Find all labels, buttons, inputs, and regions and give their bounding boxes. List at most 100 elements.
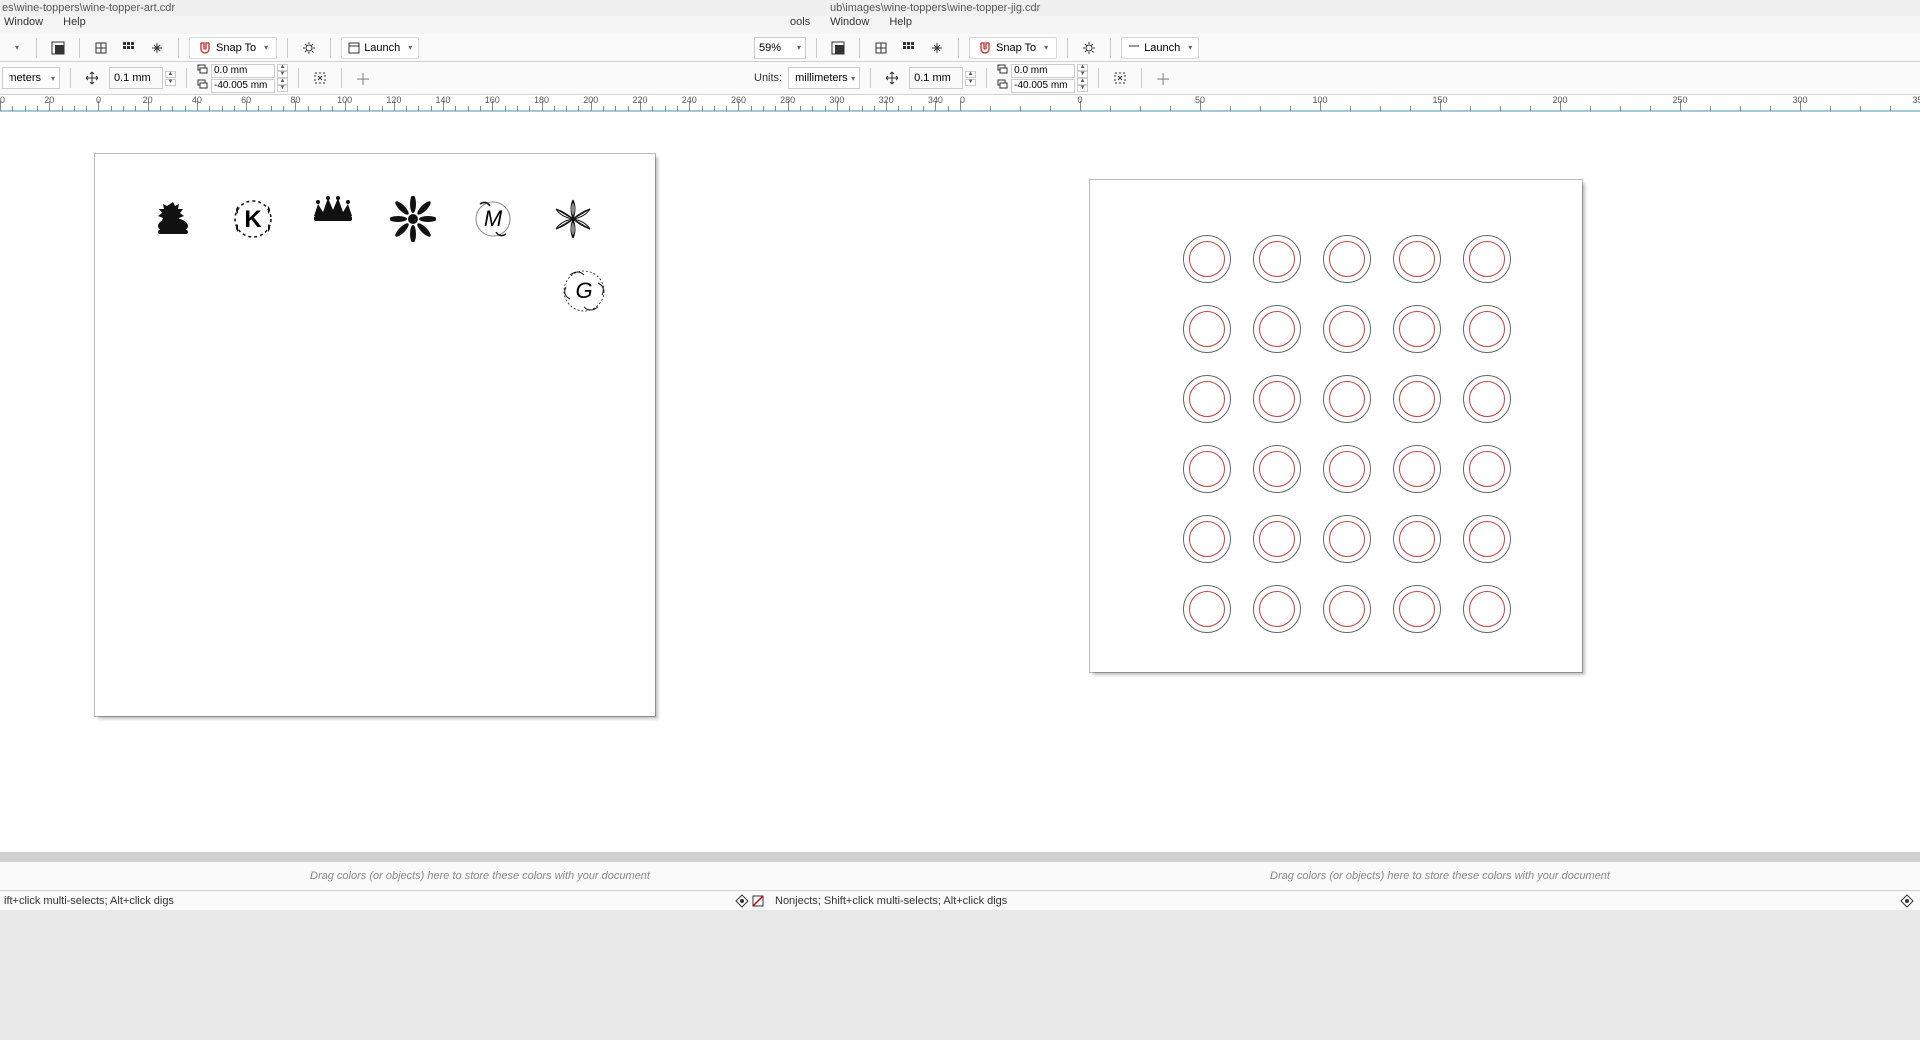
- snap-to-dropdown-right[interactable]: Snap To ▾: [969, 37, 1057, 59]
- jig-cell[interactable]: [1452, 294, 1522, 364]
- snap-guides-icon[interactable]: [118, 37, 140, 59]
- jig-cell[interactable]: [1452, 364, 1522, 434]
- jig-cell[interactable]: [1452, 504, 1522, 574]
- snap-objects-icon[interactable]: [146, 37, 168, 59]
- add-icon-right[interactable]: ＋: [1152, 67, 1174, 89]
- snap-grid-icon[interactable]: [90, 37, 112, 59]
- ruler-left[interactable]: 4020020406080100120140160180200220240260…: [0, 95, 960, 111]
- x-spin-down[interactable]: ▼: [277, 71, 288, 78]
- nudge-input-right[interactable]: 0.1 mm: [909, 67, 963, 89]
- jig-cell[interactable]: [1172, 294, 1242, 364]
- status-hint-right: Nonjects; Shift+click multi-selects; Alt…: [775, 895, 1007, 907]
- art-poinsettia[interactable]: [550, 196, 596, 242]
- duplicate-x-input-right[interactable]: 0.0 mm: [1011, 64, 1075, 78]
- add-icon[interactable]: ＋: [352, 67, 374, 89]
- nudge-spin-down[interactable]: ▼: [165, 79, 176, 86]
- nudge-input[interactable]: 0.1 mm: [109, 67, 163, 89]
- snap-to-dropdown[interactable]: Snap To ▾: [189, 37, 277, 59]
- tool-icon-a[interactable]: [47, 37, 69, 59]
- options-icon[interactable]: [298, 37, 320, 59]
- launch-dropdown[interactable]: Launch ▾: [341, 37, 419, 59]
- jig-cell[interactable]: [1452, 434, 1522, 504]
- units-dropdown-left[interactable]: millimeters: [2, 67, 60, 89]
- jig-cell[interactable]: [1172, 574, 1242, 644]
- zoom-dropdown[interactable]: 59%: [754, 37, 806, 59]
- jig-cell[interactable]: [1312, 224, 1382, 294]
- art-monogram-g[interactable]: G: [560, 267, 608, 315]
- separator: [816, 38, 817, 58]
- canvas-right[interactable]: [960, 112, 1920, 852]
- separator: [986, 68, 987, 88]
- separator: [341, 68, 342, 88]
- jig-cell[interactable]: [1382, 224, 1452, 294]
- document-title-left: es\wine-toppers\wine-topper-art.cdr: [0, 0, 750, 16]
- palette-hint-right[interactable]: Drag colors (or objects) here to store t…: [960, 862, 1920, 890]
- jig-cell[interactable]: [1312, 294, 1382, 364]
- snap-grid-icon-right[interactable]: [870, 37, 892, 59]
- menu-tools-partial[interactable]: ools: [790, 16, 810, 34]
- tool-icon-a-right[interactable]: [827, 37, 849, 59]
- jig-cell[interactable]: [1242, 364, 1312, 434]
- nudge-spin-up[interactable]: ▲: [165, 71, 176, 78]
- y-spin-up[interactable]: ▲: [277, 78, 288, 85]
- jig-cell[interactable]: [1312, 504, 1382, 574]
- property-bar: millimeters 0.1 mm ▲▼ 0.0 mm -40.005 mm …: [0, 62, 1920, 95]
- menu-window[interactable]: Window: [4, 16, 43, 34]
- canvas-left[interactable]: K M G: [0, 112, 960, 852]
- separator: [70, 68, 71, 88]
- jig-cell[interactable]: [1172, 434, 1242, 504]
- jig-cell[interactable]: [1242, 434, 1312, 504]
- options-icon-right[interactable]: [1078, 37, 1100, 59]
- nudge-distance-right[interactable]: 0.1 mm ▲▼: [909, 67, 976, 89]
- jig-cell[interactable]: [1172, 504, 1242, 574]
- color-eyedropper-icon[interactable]: [1900, 894, 1914, 908]
- ruler-right[interactable]: 50050100150200250300350: [960, 95, 1920, 111]
- jig-cell[interactable]: [1382, 574, 1452, 644]
- menu-help[interactable]: Help: [63, 16, 86, 34]
- y-spin-down[interactable]: ▼: [277, 85, 288, 92]
- toolbar-row-1: ▾ Snap To ▾ Launch ▾ 59% Snap: [0, 34, 1920, 62]
- separator: [1067, 38, 1068, 58]
- duplicate-y-input-right[interactable]: -40.005 mm: [1011, 79, 1075, 93]
- x-spin-up[interactable]: ▲: [277, 64, 288, 71]
- treat-as-filled-icon[interactable]: [309, 67, 331, 89]
- art-crown-2[interactable]: [310, 196, 356, 242]
- scrollbar-area[interactable]: [0, 852, 1920, 862]
- jig-cell[interactable]: [1452, 574, 1522, 644]
- jig-cell[interactable]: [1382, 434, 1452, 504]
- jig-cell[interactable]: [1382, 294, 1452, 364]
- separator: [870, 68, 871, 88]
- palette-hint-left[interactable]: Drag colors (or objects) here to store t…: [0, 862, 960, 890]
- page-left: K M G: [95, 154, 655, 716]
- menu-help-right[interactable]: Help: [889, 16, 912, 34]
- jig-cell[interactable]: [1172, 224, 1242, 294]
- menu-window-right[interactable]: Window: [830, 16, 869, 34]
- nudge-distance[interactable]: 0.1 mm ▲▼: [109, 67, 176, 89]
- jig-cell[interactable]: [1452, 224, 1522, 294]
- duplicate-x-input[interactable]: 0.0 mm: [211, 64, 275, 78]
- duplicate-y-input[interactable]: -40.005 mm: [211, 79, 275, 93]
- treat-as-filled-icon-right[interactable]: [1109, 67, 1131, 89]
- art-crown-1[interactable]: [150, 196, 196, 242]
- separator: [287, 38, 288, 58]
- art-monogram-k[interactable]: K: [230, 196, 276, 242]
- jig-cell[interactable]: [1242, 574, 1312, 644]
- units-dropdown-right[interactable]: millimeters: [788, 67, 860, 89]
- dropdown-icon[interactable]: ▾: [4, 37, 26, 59]
- art-flower[interactable]: [390, 196, 436, 242]
- snap-guides-icon-right[interactable]: [898, 37, 920, 59]
- jig-cell[interactable]: [1382, 504, 1452, 574]
- jig-cell[interactable]: [1242, 294, 1312, 364]
- jig-cell[interactable]: [1172, 364, 1242, 434]
- jig-cell[interactable]: [1312, 364, 1382, 434]
- jig-cell[interactable]: [1312, 574, 1382, 644]
- jig-cell[interactable]: [1242, 224, 1312, 294]
- duplicate-x-icon: [197, 64, 209, 78]
- snap-objects-icon-right[interactable]: [926, 37, 948, 59]
- art-monogram-m[interactable]: M: [470, 196, 516, 242]
- jig-cell[interactable]: [1242, 504, 1312, 574]
- launch-dropdown-right[interactable]: Launch ▾: [1121, 37, 1199, 59]
- jig-cell[interactable]: [1312, 434, 1382, 504]
- magnet-icon: [978, 41, 992, 55]
- jig-cell[interactable]: [1382, 364, 1452, 434]
